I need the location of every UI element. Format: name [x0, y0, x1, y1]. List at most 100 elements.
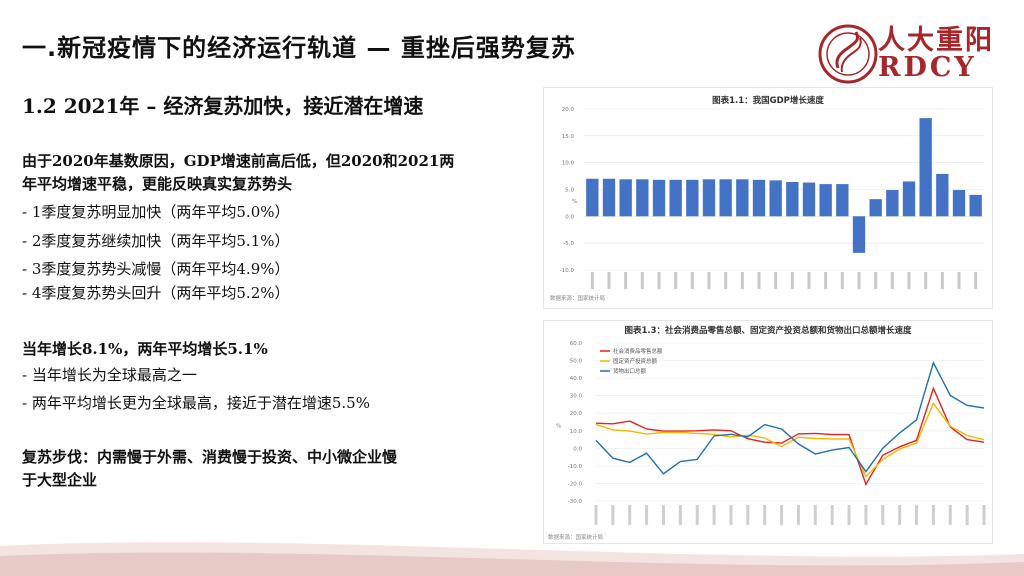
x-tick-label-placeholder	[948, 505, 952, 525]
gdp-bar	[969, 194, 982, 217]
y-tick-label: -30.0	[568, 499, 583, 505]
x-tick-label-placeholder	[695, 505, 699, 525]
x-tick-label-placeholder	[661, 505, 665, 525]
gdp-bar	[702, 179, 716, 217]
x-tick-label-placeholder	[847, 505, 851, 525]
para1-line1: 由于2020年基数原因，GDP增速前高后低，但2020和2021两	[22, 152, 455, 170]
x-tick-label-placeholder	[678, 505, 682, 525]
legend-label: 固定资产投资总额	[613, 357, 658, 365]
y-tick-label: 60.0	[570, 341, 583, 347]
legend-label: 社会消费品零售总额	[613, 347, 663, 355]
x-tick-label-placeholder	[645, 505, 649, 525]
gdp-bar	[919, 118, 932, 217]
gdp-bar	[886, 190, 899, 217]
y-tick-label: -10.0	[568, 464, 583, 470]
gdp-chart-panel: 图表1.1：我国GDP增长速度 20.0 15.0 10.0 5.0 0.0 -5.0 -1…	[543, 87, 993, 309]
x-tick-label-placeholder	[824, 272, 828, 289]
rdcy-logo	[818, 24, 878, 84]
y-tick-label: 10.0	[570, 429, 583, 435]
x-tick-label-placeholder	[657, 272, 661, 289]
x-tick-label-placeholder	[924, 272, 928, 289]
x-tick-label-placeholder	[780, 505, 784, 525]
x-tick-label-placeholder	[724, 272, 728, 289]
x-tick-label-placeholder	[907, 272, 911, 289]
x-tick-label-placeholder	[931, 505, 935, 525]
x-tick-label-placeholder	[890, 272, 894, 289]
x-tick-label-placeholder	[607, 272, 611, 289]
y-tick-label: 0.0	[565, 214, 574, 220]
para1-line2: 年平均增速平稳，更能反映真实复苏势头	[22, 175, 293, 193]
y-tick-label: 5.0	[565, 188, 574, 194]
gdp-bar	[786, 181, 799, 217]
x-tick-label-placeholder	[898, 505, 902, 525]
y-tick-label: 30.0	[570, 394, 583, 400]
gdp-bar	[686, 179, 699, 217]
section-subtitle: 1.2 2021年 – 经济复苏加快，接近潜在增速	[22, 94, 424, 118]
y-tick-label: 15.0	[562, 134, 575, 140]
y-tick-label: 40.0	[570, 376, 583, 382]
logo-text-cn: 人大重阳	[878, 25, 994, 56]
x-tick-label-placeholder	[940, 272, 944, 289]
x-tick-label-placeholder	[813, 505, 817, 525]
bullet-item: - 当年增长为全球最高之一	[22, 366, 197, 384]
gdp-bar	[636, 179, 649, 217]
para3-line1: 复苏步伐：内需慢于外需、消费慢于投资、中小微企业慢	[22, 448, 398, 466]
x-tick-label-placeholder	[830, 505, 834, 525]
x-tick-label-placeholder	[881, 505, 885, 525]
para3-line2: 于大型企业	[22, 471, 98, 489]
x-tick-label-placeholder	[790, 272, 794, 289]
gdp-bar	[769, 180, 782, 217]
x-tick-label-placeholder	[624, 272, 628, 289]
y-tick-label: 0.0	[573, 446, 582, 452]
x-tick-label-placeholder	[840, 272, 844, 289]
gdp-bar	[619, 179, 632, 217]
legend-label: 货物出口总额	[613, 367, 647, 375]
chart2-title: 图表1.3：社会消费品零售总额、固定资产投资总额和货物出口总额增长速度	[624, 325, 912, 336]
gdp-bar	[736, 179, 749, 217]
logo-text-en: RDCY	[878, 52, 977, 83]
bullet-item: - 1季度复苏明显加快（两年平均5.0%）	[22, 203, 290, 221]
gdp-bar	[669, 179, 682, 217]
x-tick-label-placeholder	[611, 505, 615, 525]
x-tick-label-placeholder	[774, 272, 778, 289]
gdp-bar-chart: 图表1.1：我国GDP增长速度 20.0 15.0 10.0 5.0 0.0 -5.0 -1…	[550, 95, 984, 302]
x-tick-label-placeholder	[707, 272, 711, 289]
bottom-decoration	[0, 542, 1024, 576]
bullet-item: - 两年平均增长更为全球最高，接近于潜在增速5.5%	[22, 394, 370, 412]
x-tick-label-placeholder	[796, 505, 800, 525]
bullet-item: - 3季度复苏势头减慢（两年平均4.9%）	[22, 260, 290, 278]
x-tick-label-placeholder	[982, 505, 986, 525]
gdp-bar	[952, 190, 966, 217]
gdp-bar	[719, 179, 732, 217]
y-tick-label: 20.0	[570, 411, 583, 417]
growth-line-chart: 图表1.3：社会消费品零售总额、固定资产投资总额和货物出口总额增长速度 60.0…	[548, 325, 986, 541]
gdp-bar	[586, 178, 599, 217]
x-tick-label-placeholder	[915, 505, 919, 525]
gdp-bar	[836, 184, 849, 217]
consumption-investment-export-chart-panel: 图表1.3：社会消费品零售总额、固定资产投资总额和货物出口总额增长速度 60.0…	[543, 320, 993, 544]
x-tick-label-placeholder	[712, 505, 716, 525]
y-tick-label: 10.0	[562, 161, 575, 167]
gdp-bar	[869, 199, 882, 217]
bullet-item: - 4季度复苏势头回升（两年平均5.2%）	[22, 284, 290, 302]
gdp-bar	[602, 178, 616, 217]
x-tick-label-placeholder	[594, 505, 598, 525]
x-tick-label-placeholder	[757, 272, 761, 289]
x-tick-label-placeholder	[690, 272, 694, 289]
x-tick-label-placeholder	[640, 272, 644, 289]
x-tick-label-placeholder	[746, 505, 750, 525]
chart1-title: 图表1.1：我国GDP增长速度	[712, 95, 824, 106]
x-tick-label-placeholder	[857, 272, 861, 289]
series-line	[595, 360, 985, 475]
x-tick-label-placeholder	[590, 272, 594, 289]
x-tick-label-placeholder	[864, 505, 868, 525]
gdp-bar	[752, 179, 766, 217]
y-tick-label: 50.0	[570, 359, 583, 365]
gdp-bar	[802, 182, 816, 217]
x-tick-label-placeholder	[729, 505, 733, 525]
x-tick-label-placeholder	[763, 505, 767, 525]
gdp-bar	[819, 184, 832, 217]
chart1-source: 数据来源：国家统计局	[550, 294, 605, 302]
chart2-source: 数据来源：国家统计局	[548, 533, 603, 541]
y-tick-label: -20.0	[568, 481, 583, 487]
